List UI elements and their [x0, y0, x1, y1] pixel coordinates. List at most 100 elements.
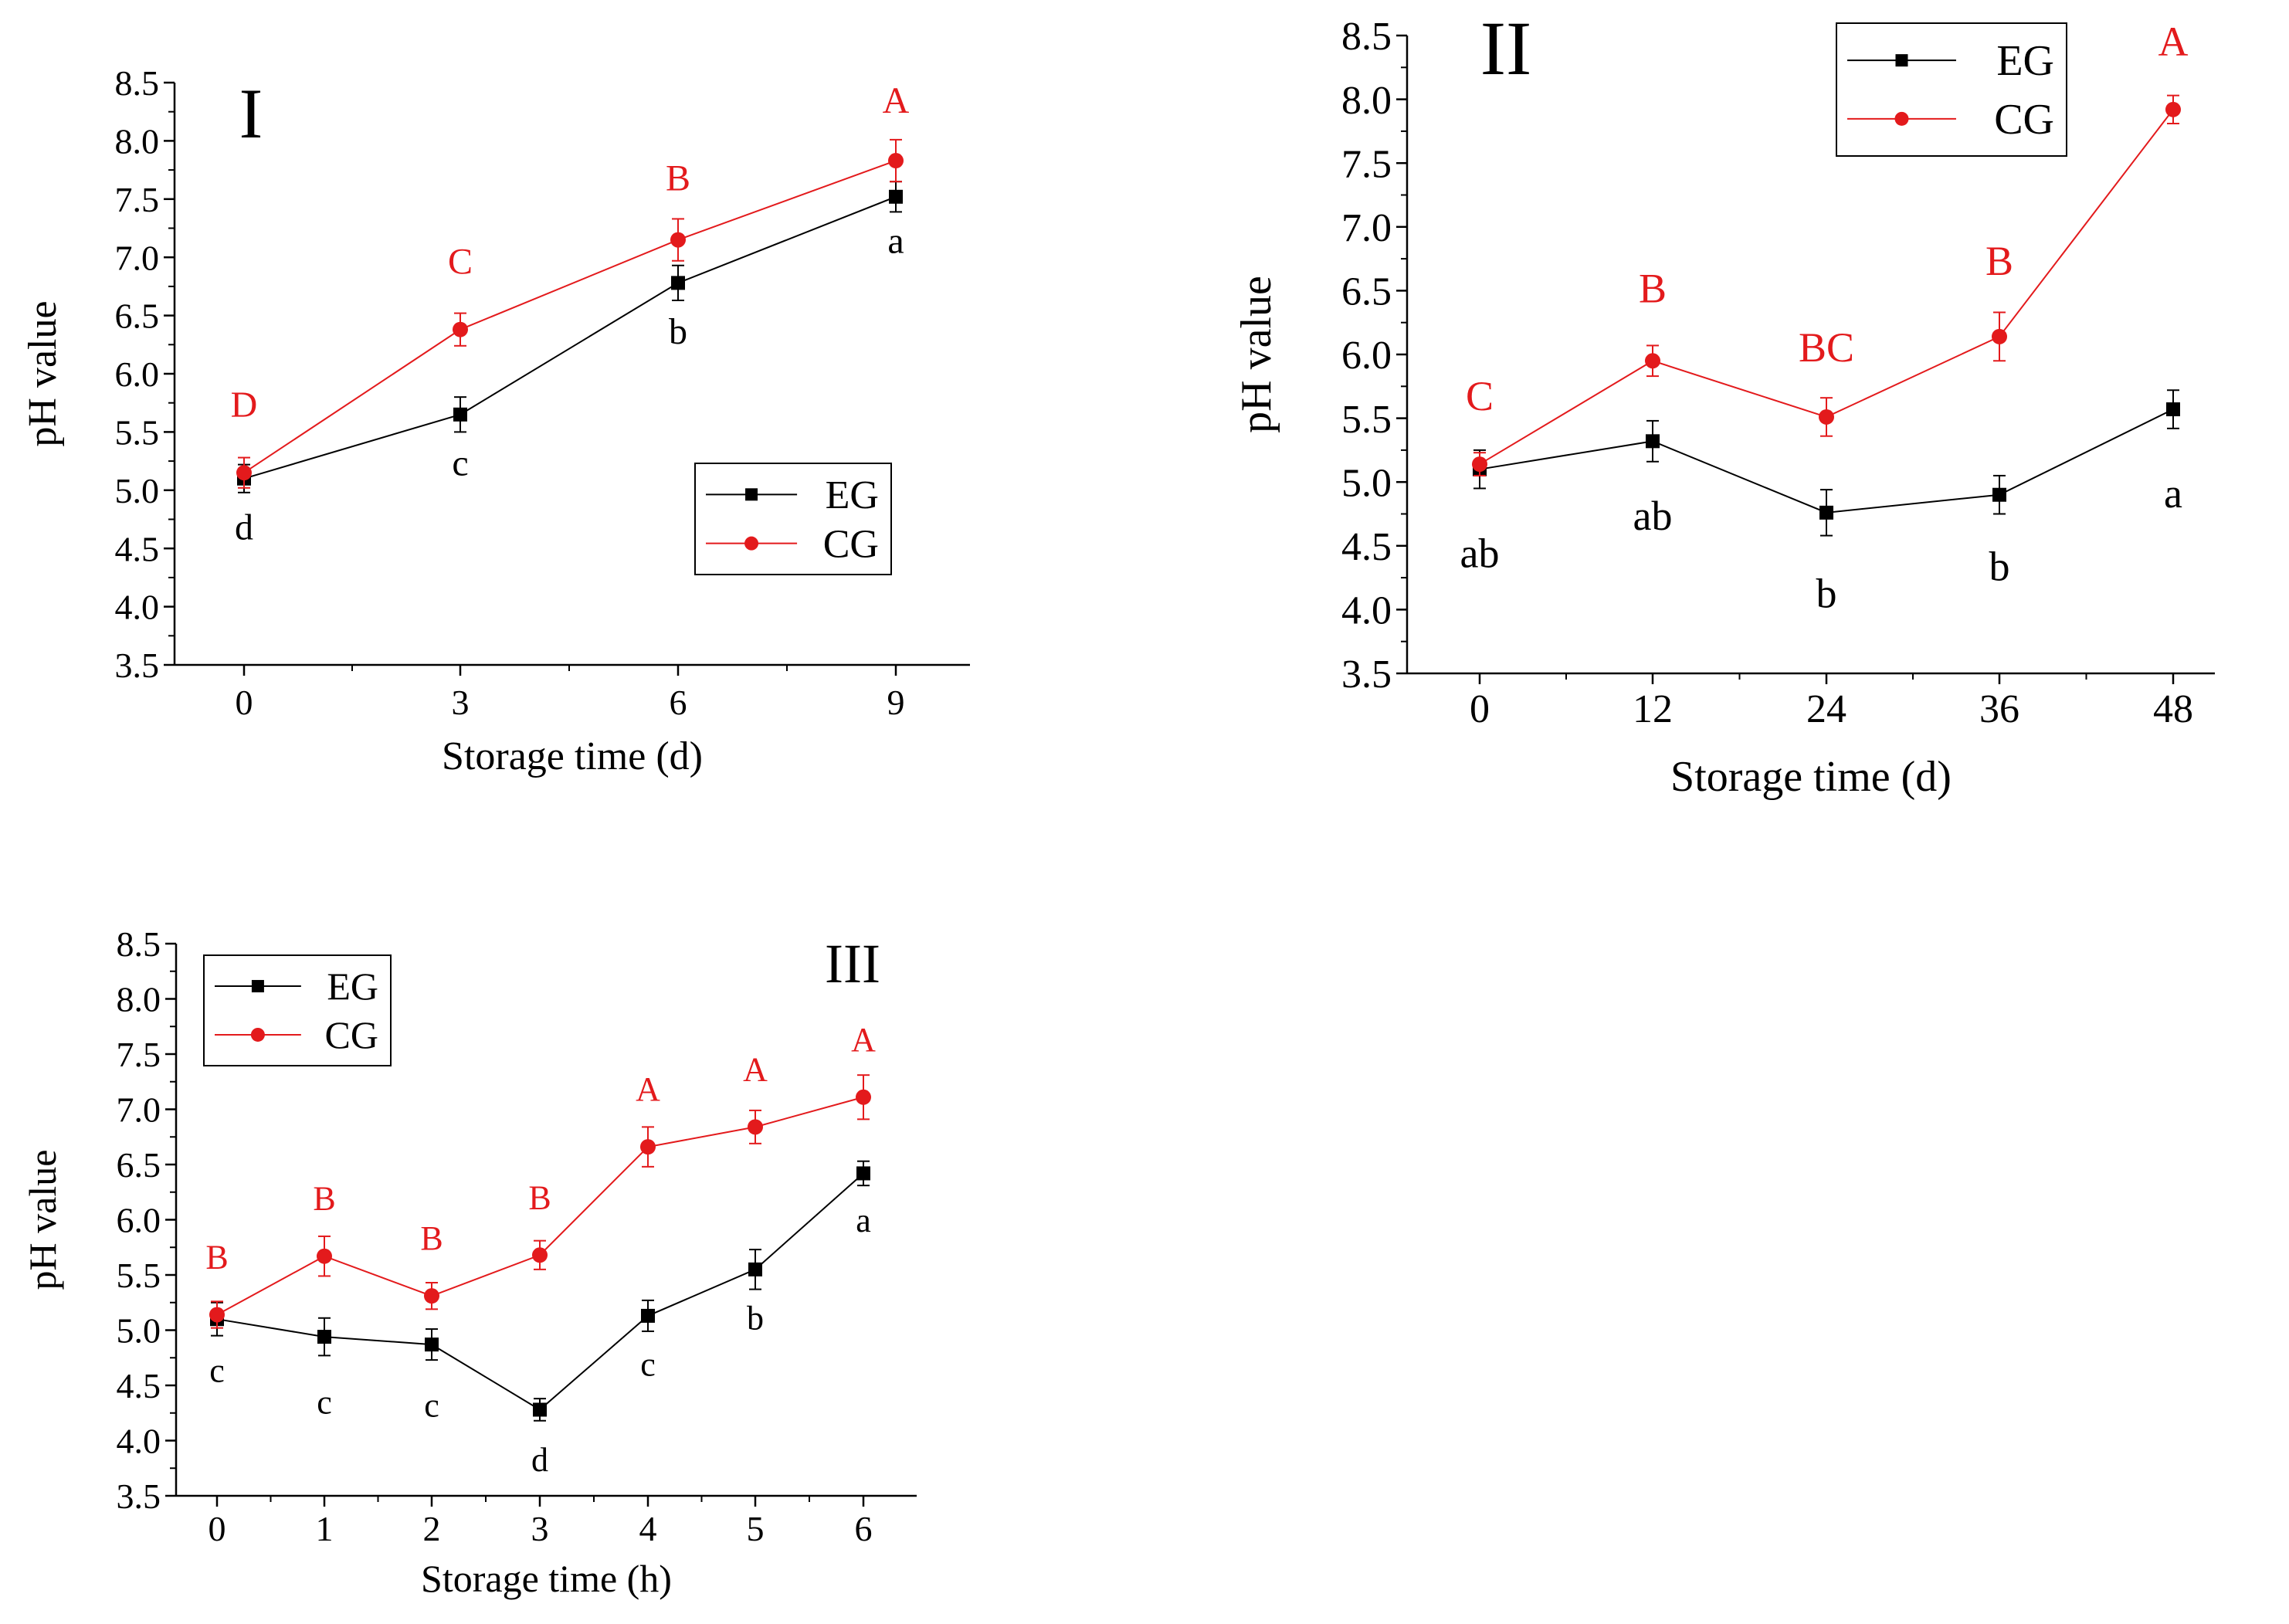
significance-letter: A	[851, 1021, 876, 1059]
series-eg: c c c d c b a	[209, 1160, 871, 1479]
data-point	[317, 1248, 332, 1264]
y-tick-label: 7.0	[1341, 206, 1392, 250]
significance-letter: B	[666, 158, 690, 199]
chart-panel-1: 3.5 4.0 4.5 5.0 5.5 6.0 6.5 7.0 7.5 8.0 8.5 0 3 6 9 Sto…	[21, 63, 970, 778]
y-tick-label: 3.5	[1341, 653, 1392, 697]
x-tick-label: 24	[1806, 687, 1846, 731]
y-tick-label: 7.5	[1341, 142, 1392, 186]
data-point	[453, 407, 467, 422]
data-point	[641, 1308, 655, 1323]
y-tick-label: 4.5	[117, 1366, 161, 1405]
significance-letter: c	[640, 1345, 656, 1383]
data-point	[671, 276, 685, 290]
x-tick-label: 1	[316, 1509, 334, 1548]
chart-panel-3: 3.5 4.0 4.5 5.0 5.5 6.0 6.5 7.0 7.5 8.0 8.5 0 1 2 3 4 5 6…	[21, 924, 917, 1600]
panel-label: II	[1480, 5, 1532, 91]
x-tick-label: 0	[209, 1509, 226, 1548]
y-tick-label: 6.5	[1341, 270, 1392, 314]
legend-label: EG	[826, 473, 879, 517]
x-tick-label: 3	[531, 1509, 549, 1548]
y-tick-label: 4.5	[115, 529, 160, 568]
significance-letter: d	[235, 507, 253, 548]
x-axis-title: Storage time (h)	[421, 1557, 672, 1600]
legend: EG CG	[203, 954, 392, 1066]
x-axis-title: Storage time (d)	[1670, 753, 1952, 801]
y-tick-label: 8.0	[1341, 79, 1392, 123]
data-point	[1992, 328, 2007, 344]
x-tick-label: 3	[452, 683, 470, 722]
legend-marker	[251, 980, 264, 993]
y-tick-label: 4.5	[1341, 525, 1392, 569]
data-point	[1472, 456, 1487, 473]
legend: EG CG	[694, 463, 892, 575]
significance-letter: a	[856, 1202, 871, 1239]
significance-letter: A	[2158, 19, 2189, 65]
significance-letter: B	[205, 1238, 228, 1276]
significance-letter: D	[231, 385, 258, 425]
significance-letter: B	[528, 1178, 551, 1216]
legend-label: CG	[1994, 96, 2054, 144]
x-tick-label: 5	[747, 1509, 765, 1548]
series-line	[243, 195, 897, 480]
data-point	[856, 1089, 871, 1105]
legend-marker	[1894, 111, 1909, 126]
data-point	[425, 1338, 439, 1352]
y-tick-label: 5.5	[115, 413, 160, 453]
significance-letter: BC	[1799, 324, 1854, 371]
y-tick-label: 8.5	[1341, 15, 1392, 59]
y-tick-label: 6.0	[115, 354, 160, 394]
panel-label: III	[825, 933, 880, 995]
significance-letter: A	[883, 80, 910, 121]
y-tick-label: 8.0	[115, 122, 160, 161]
y-tick-label: 5.5	[117, 1256, 161, 1295]
significance-letter: B	[1639, 265, 1667, 311]
data-point	[1992, 487, 2006, 502]
data-point	[889, 189, 903, 204]
legend-box	[203, 954, 392, 1066]
x-tick-label: 6	[855, 1509, 873, 1548]
y-tick-label: 4.0	[117, 1422, 161, 1461]
significance-letter: b	[1816, 571, 1837, 617]
data-point	[1819, 505, 1833, 520]
x-tick-label: 36	[1979, 687, 2019, 731]
legend-label: CG	[823, 522, 879, 566]
x-tick-label: 4	[639, 1509, 657, 1548]
x-tick-label: 0	[1470, 687, 1490, 731]
legend-label: EG	[327, 965, 378, 1008]
significance-letter: A	[743, 1050, 768, 1088]
data-point	[236, 465, 252, 481]
data-point	[2166, 402, 2180, 417]
data-point	[1645, 353, 1660, 369]
series-cg: C B BC B A	[1466, 19, 2189, 476]
y-tick-label: 5.5	[1341, 398, 1392, 442]
y-axis-title: pH value	[21, 1150, 64, 1290]
data-point	[209, 1307, 225, 1323]
series-cg: B B B B A A A	[205, 1021, 876, 1329]
y-tick-label: 7.0	[117, 1090, 161, 1130]
y-tick-label: 5.0	[117, 1311, 161, 1351]
data-point	[533, 1402, 547, 1417]
significance-letter: a	[2164, 470, 2182, 517]
x-tick-label: 48	[2153, 687, 2193, 731]
legend-box	[694, 463, 892, 575]
legend-box	[1836, 22, 2067, 157]
data-point	[748, 1262, 762, 1276]
panel-label: I	[239, 74, 263, 153]
y-tick-label: 8.0	[117, 980, 161, 1019]
y-tick-label: 3.5	[117, 1477, 161, 1516]
significance-letter: B	[1985, 238, 2013, 284]
x-tick-label: 9	[887, 683, 905, 722]
significance-letter: A	[636, 1070, 660, 1108]
legend-marker	[1895, 54, 1908, 67]
y-tick-label: 3.5	[115, 646, 160, 685]
series-line	[243, 160, 897, 474]
significance-letter: c	[317, 1383, 332, 1421]
significance-letter: ab	[1633, 493, 1673, 539]
x-tick-label: 12	[1633, 687, 1673, 731]
data-point	[856, 1166, 870, 1181]
data-point	[1646, 434, 1660, 449]
significance-letter: c	[452, 443, 468, 484]
legend-label: CG	[325, 1013, 378, 1056]
significance-letter: a	[887, 221, 904, 262]
